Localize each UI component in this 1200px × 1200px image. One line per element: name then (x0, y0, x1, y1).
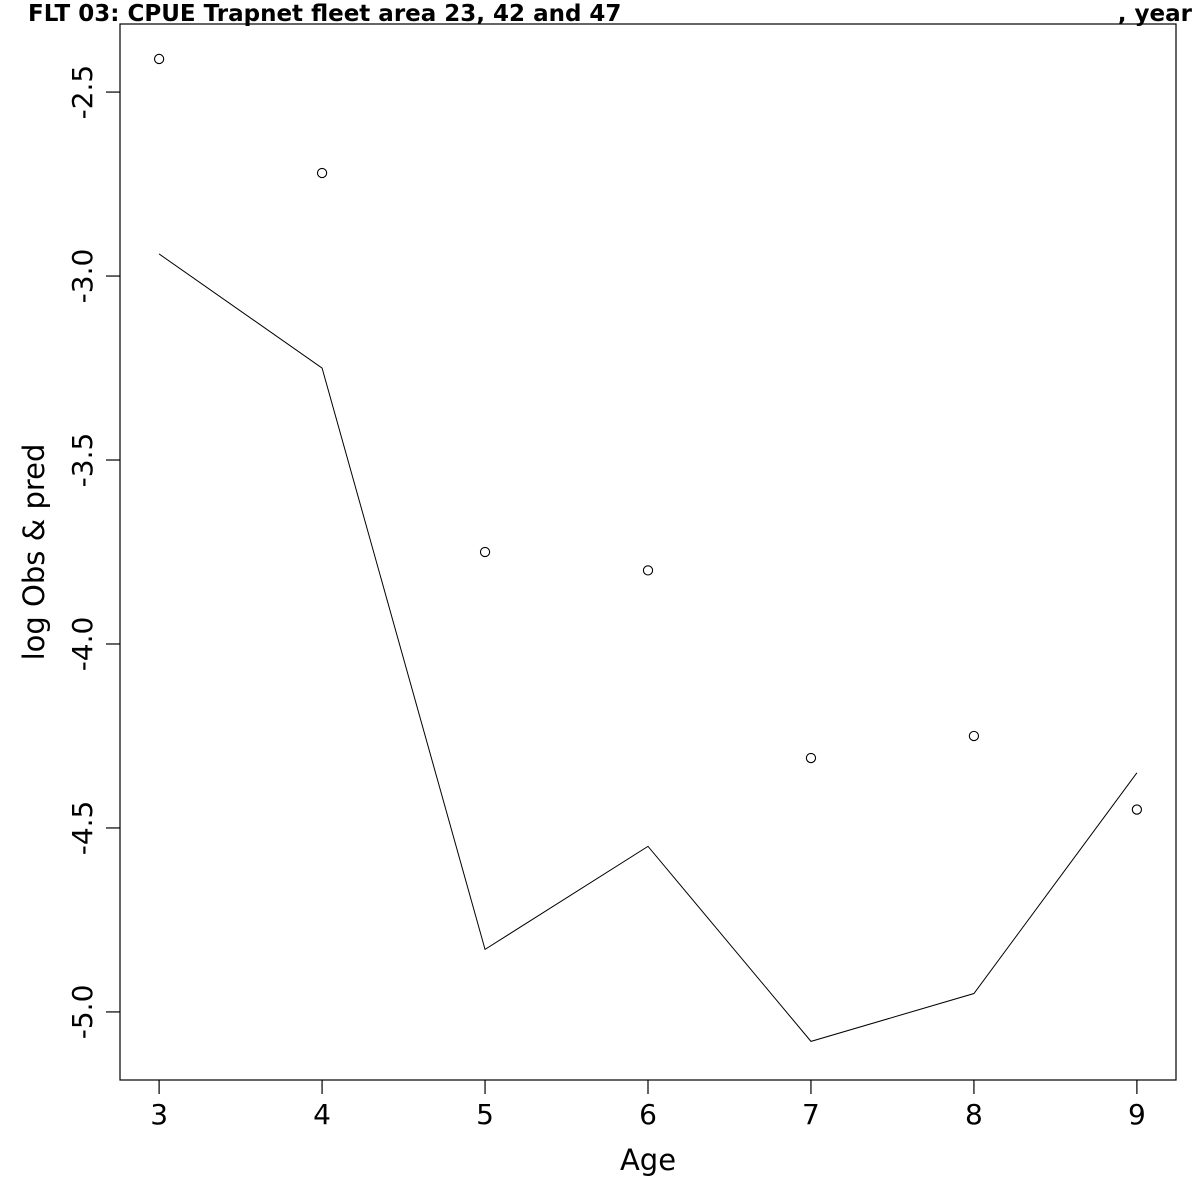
y-tick-label: -4.5 (66, 801, 99, 856)
x-axis: 3 4 5 6 7 8 9 (150, 1080, 1146, 1131)
y-tick-label: -2.5 (66, 65, 99, 120)
obs-point (968, 730, 980, 742)
x-tick-label: 9 (1128, 1098, 1146, 1131)
x-tick-label: 8 (965, 1098, 983, 1131)
x-tick-label: 3 (150, 1098, 168, 1131)
chart-title-suffix: , year (1118, 1, 1193, 27)
y-tick-label: -3.0 (66, 249, 99, 304)
pred-line (158, 253, 1138, 1042)
chart-title: FLT 03: CPUE Trapnet fleet area 23, 42 a… (28, 1, 621, 27)
x-axis-title: Age (620, 1143, 676, 1177)
y-tick-label: -3.5 (66, 433, 99, 488)
obs-point (805, 752, 817, 764)
obs-point (1131, 804, 1143, 815)
y-axis: -2.5 -3.0 -3.5 -4.0 -4.5 -5.0 (66, 65, 120, 1040)
y-tick-label: -4.0 (66, 617, 99, 672)
y-tick-label: -5.0 (66, 985, 99, 1040)
x-tick-label: 6 (639, 1098, 657, 1131)
plot-frame (119, 23, 1177, 1081)
obs-point (642, 565, 654, 576)
x-tick-label: 4 (313, 1098, 331, 1131)
series-layer (153, 53, 1143, 1042)
x-tick-label: 7 (802, 1098, 820, 1131)
x-tick-label: 5 (476, 1098, 494, 1131)
y-axis-title: log Obs & pred (17, 444, 51, 661)
obs-point (479, 546, 491, 558)
obs-point (316, 167, 328, 179)
obs-point (153, 53, 165, 65)
